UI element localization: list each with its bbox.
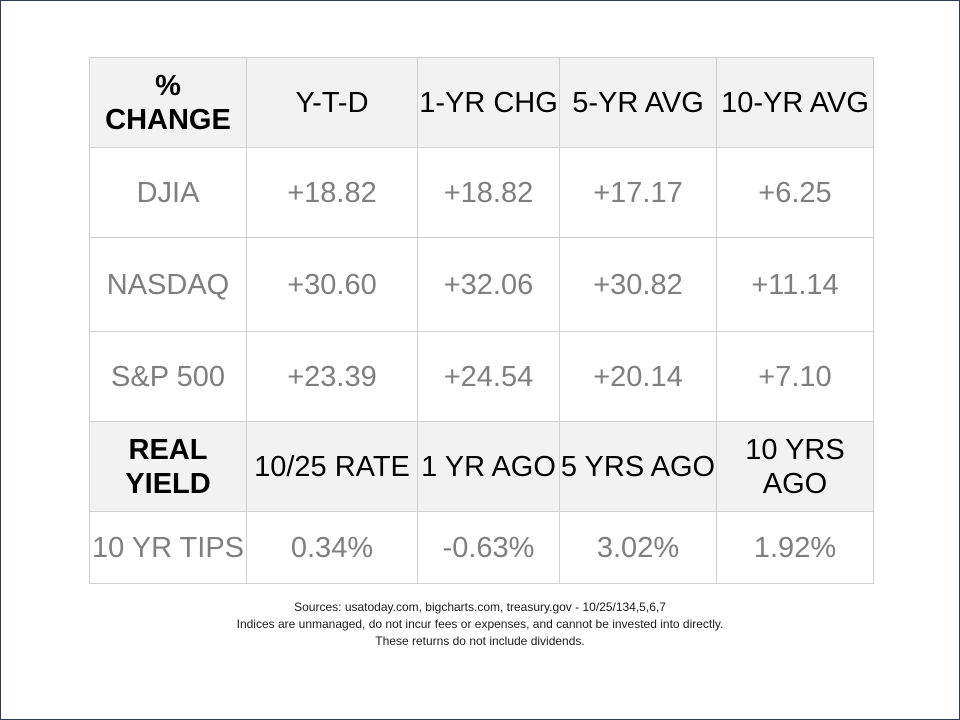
cell-value: +18.82 (246, 147, 418, 238)
table-row: S&P 500 +23.39 +24.54 +20.14 +7.10 (89, 331, 874, 422)
row-label-djia: DJIA (89, 147, 247, 238)
header-10yr-avg: 10-YR AVG (716, 57, 874, 148)
table-row: 10 YR TIPS 0.34% -0.63% 3.02% 1.92% (89, 511, 874, 584)
cell-value: +32.06 (417, 237, 560, 332)
cell-value: -0.63% (417, 511, 560, 584)
header-real-yield: REAL YIELD (89, 421, 247, 512)
cell-value: +30.60 (246, 237, 418, 332)
header-5yrs-ago: 5 YRS AGO (559, 421, 717, 512)
header-1yr-ago: 1 YR AGO (417, 421, 560, 512)
cell-value: +18.82 (417, 147, 560, 238)
sources-line: Sources: usatoday.com, bigcharts.com, tr… (294, 600, 666, 614)
yield-header-row: REAL YIELD 10/25 RATE 1 YR AGO 5 YRS AGO… (89, 421, 874, 512)
cell-value: +11.14 (716, 237, 874, 332)
change-header-row: % CHANGE Y-T-D 1-YR CHG 5-YR AVG 10-YR A… (89, 57, 874, 148)
table-row: NASDAQ +30.60 +32.06 +30.82 +11.14 (89, 237, 874, 332)
table-row: DJIA +18.82 +18.82 +17.17 +6.25 (89, 147, 874, 238)
dividends-note: These returns do not include dividends. (375, 634, 585, 648)
header-current-rate: 10/25 RATE (246, 421, 418, 512)
cell-value: 1.92% (716, 511, 874, 584)
header-ytd: Y-T-D (246, 57, 418, 148)
cell-value: +7.10 (716, 331, 874, 422)
header-1yr-chg: 1-YR CHG (417, 57, 560, 148)
disclaimer-line: Indices are unmanaged, do not incur fees… (236, 617, 724, 631)
header-percent-change: % CHANGE (89, 57, 247, 148)
cell-value: +24.54 (417, 331, 560, 422)
cell-value: +6.25 (716, 147, 874, 238)
cell-value: 0.34% (246, 511, 418, 584)
market-stats-table: % CHANGE Y-T-D 1-YR CHG 5-YR AVG 10-YR A… (89, 57, 874, 584)
cell-value: 3.02% (559, 511, 717, 584)
cell-value: +17.17 (559, 147, 717, 238)
row-label-nasdaq: NASDAQ (89, 237, 247, 332)
footnote: Sources: usatoday.com, bigcharts.com, tr… (1, 599, 959, 650)
row-label-10yr-tips: 10 YR TIPS (89, 511, 247, 584)
header-10yrs-ago: 10 YRS AGO (716, 421, 874, 512)
cell-value: +23.39 (246, 331, 418, 422)
cell-value: +30.82 (559, 237, 717, 332)
header-5yr-avg: 5-YR AVG (559, 57, 717, 148)
row-label-sp500: S&P 500 (89, 331, 247, 422)
cell-value: +20.14 (559, 331, 717, 422)
